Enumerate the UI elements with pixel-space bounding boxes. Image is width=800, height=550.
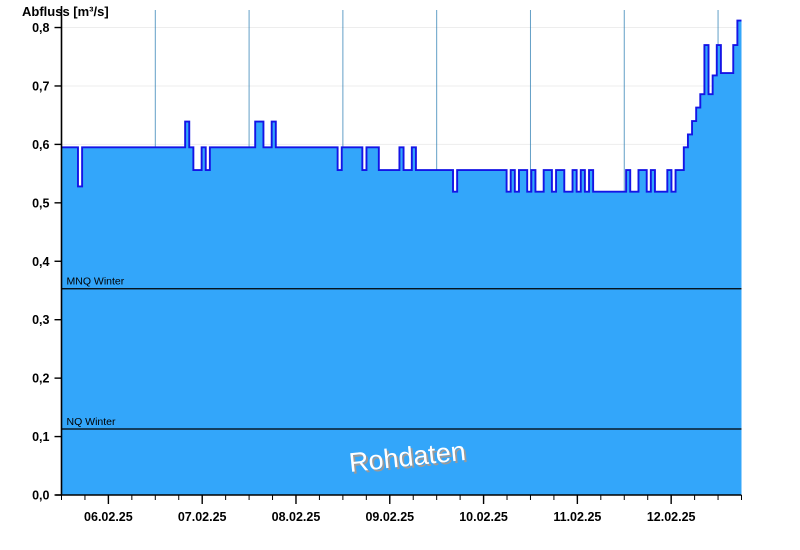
y-axis-ticks: [54, 26, 62, 496]
y-tick-label: 0,5: [32, 196, 49, 210]
x-axis-tick-labels: 06.02.25 07.02.25 08.02.25 09.02.25 10.02.25…: [84, 510, 695, 524]
threshold-lines: [61, 288, 742, 430]
x-tick-label: 06.02.25: [84, 510, 133, 524]
y-tick-label: 0,6: [32, 138, 49, 152]
axes: [54, 6, 742, 504]
y-tick-label: 0,4: [32, 255, 49, 269]
y-tick-label: 0,2: [32, 372, 49, 386]
y-tick-label: 0,1: [32, 430, 49, 444]
y-tick-label: 0,3: [32, 313, 49, 327]
y-axis-tick-labels: 0,0 0,1 0,2 0,3 0,4 0,5 0,6 0,7 0,8: [32, 21, 49, 502]
x-tick-label: 08.02.25: [272, 510, 321, 524]
x-tick-label: 07.02.25: [178, 510, 227, 524]
x-tick-label: 12.02.25: [647, 510, 696, 524]
threshold-label-0: MNQ Winter: [67, 276, 125, 288]
discharge-area-series: [61, 19, 742, 496]
y-tick-label: 0,0: [32, 489, 49, 503]
threshold-labels: MNQ Winter NQ Winter: [67, 276, 125, 428]
x-tick-label: 11.02.25: [553, 510, 601, 524]
discharge-area-fill: [61, 20, 742, 496]
x-axis-ticks: [61, 495, 742, 504]
y-axis-title: Abfluss [m³/s]: [22, 4, 109, 19]
x-tick-label: 10.02.25: [459, 510, 508, 524]
y-tick-label: 0,7: [32, 79, 49, 93]
discharge-step-line: [61, 19, 742, 193]
threshold-label-1: NQ Winter: [67, 416, 117, 428]
y-tick-label: 0,8: [32, 21, 49, 35]
x-tick-label: 09.02.25: [365, 510, 414, 524]
